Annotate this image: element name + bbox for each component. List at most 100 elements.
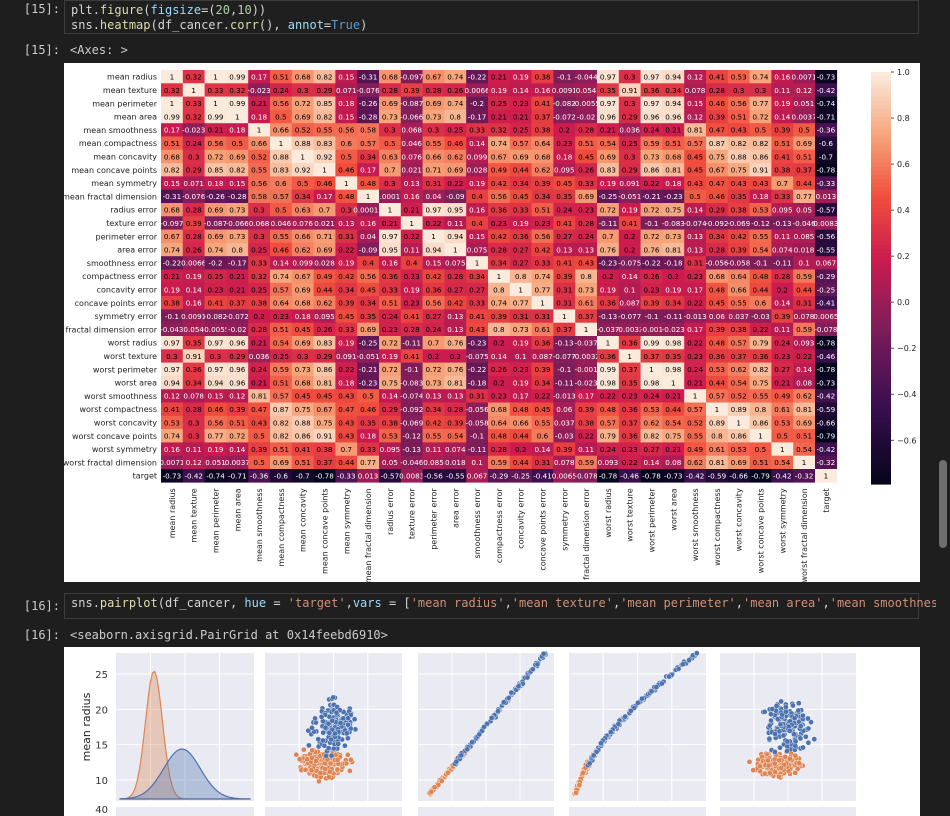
heatmap-annotation: 0.51 [164,139,180,148]
heatmap-annotation: 0.76 [643,245,659,254]
vertical-scrollbar[interactable] [936,0,950,816]
heatmap-annotation: 0.94 [665,99,681,108]
y-tick-label: 25 [95,670,108,681]
heatmap-annotation: 0.15 [338,72,354,81]
heatmap-annotation: -0.23 [468,338,487,347]
colorbar-segment [871,405,891,411]
heatmap-cell [270,189,293,204]
heatmap-annotation: 1 [279,139,284,148]
heatmap-cell [706,362,729,377]
heatmap-annotation: 0.24 [643,392,659,401]
heatmap-annotation: 0.17 [578,392,594,401]
heatmap-annotation: 0.7 [602,232,613,241]
heatmap-cell [531,176,554,190]
heatmap-annotation: 1 [584,325,589,334]
heatmap-cell [575,322,598,337]
heatmap-annotation: -0.03 [751,312,770,321]
heatmap-annotation: 0.5 [341,152,352,161]
heatmap-cell [248,336,271,350]
cell-15-output-text: <Axes: > [70,43,128,57]
code-token: ) [360,18,368,32]
heatmap-annotation: 0.72 [643,232,659,241]
heatmap-cell [466,349,489,363]
heatmap-annotation: 0.078 [554,458,575,467]
heatmap-cell [662,442,685,456]
heatmap-cell [357,282,380,297]
colorbar-segment [871,446,891,452]
heatmap-annotation: 1 [780,445,785,454]
heatmap-annotation: 0.12 [229,392,245,401]
heatmap-annotation: 0.5 [275,205,286,214]
heatmap-annotation: -0.7 [296,471,310,480]
heatmap-cell [509,149,532,164]
heatmap-cell [357,136,380,151]
heatmap-cell [182,123,205,137]
heatmap-annotation: 0.99 [229,72,245,81]
heatmap-cell [749,163,772,177]
heatmap-annotation: 0.73 [425,378,441,387]
heatmap-col-label: mean radius [168,488,177,538]
heatmap-annotation: 0.73 [229,205,245,214]
heatmap-annotation: 0.86 [643,166,659,175]
heatmap-cell [815,123,838,137]
heatmap-annotation: 0.67 [709,166,725,175]
scatter-point [337,720,344,726]
heatmap-cell [509,389,532,403]
heatmap-cell [161,362,184,377]
heatmap-annotation: 0.06 [556,405,572,414]
heatmap-annotation: 0.39 [709,112,725,121]
heatmap-annotation: 0.095 [554,166,575,175]
heatmap-cell [204,282,227,297]
heatmap-annotation: 0.0091 [552,86,577,95]
heatmap-cell [357,402,380,417]
heatmap-annotation: 0.25 [251,245,267,254]
heatmap-annotation: 0.43 [251,418,267,427]
colorbar-segment [871,257,891,263]
heatmap-annotation: -0.13 [402,445,421,454]
heatmap-annotation: 0.87 [273,405,289,414]
heatmap-cell [466,442,489,456]
scatter-point [686,657,692,664]
heatmap-cell [422,256,445,270]
heatmap-cell [684,429,707,443]
heatmap-annotation: 0.38 [578,418,594,427]
heatmap-annotation: 0.23 [513,99,529,108]
heatmap-annotation: 0.036 [249,352,270,361]
heatmap-cell [815,83,838,97]
heatmap-annotation: 0.44 [513,458,529,467]
scatter-point [805,739,812,746]
heatmap-cell [553,203,576,217]
heatmap-cell [488,349,511,363]
y-tick-label: 15 [95,741,108,752]
cell-15-code-editor[interactable]: plt.figure(figsize=(20,10)) sns.heatmap(d… [64,0,919,34]
scatter-point [445,769,451,776]
heatmap-annotation: 0.61 [578,299,594,308]
heatmap-annotation: 0.88 [295,418,311,427]
heatmap-annotation: 0.75 [295,405,311,414]
heatmap-annotation: 0.00011 [353,205,383,214]
heatmap-annotation: 0.3 [188,418,199,427]
heatmap-annotation: 0.2 [777,285,788,294]
heatmap-cell [771,149,794,164]
heatmap-cell [727,70,750,84]
cell-16-code-editor[interactable]: sns.pairplot(df_cancer, hue = 'target',v… [64,593,950,619]
heatmap-annotation: 0.31 [513,312,529,321]
heatmap-cell [357,109,380,124]
heatmap-cell [488,189,511,204]
scrollbar-thumb[interactable] [939,460,947,548]
scatter-point [464,746,471,753]
colorbar-segment [871,302,891,308]
heatmap-annotation: 0.41 [774,152,790,161]
heatmap-cell [291,203,314,217]
colorbar-segment [871,84,891,90]
heatmap-annotation: 0.41 [295,445,311,454]
heatmap-annotation: 0.14 [186,285,202,294]
scatter-point [800,744,806,751]
heatmap-annotation: 0.53 [731,72,747,81]
heatmap-annotation: 0.3 [624,72,635,81]
heatmap-annotation: 0.39 [643,299,659,308]
heatmap-annotation: 0.46 [207,405,223,414]
heatmap-annotation: 0.5 [798,126,809,135]
heatmap-cell [662,70,685,84]
scatter-point [792,770,799,776]
